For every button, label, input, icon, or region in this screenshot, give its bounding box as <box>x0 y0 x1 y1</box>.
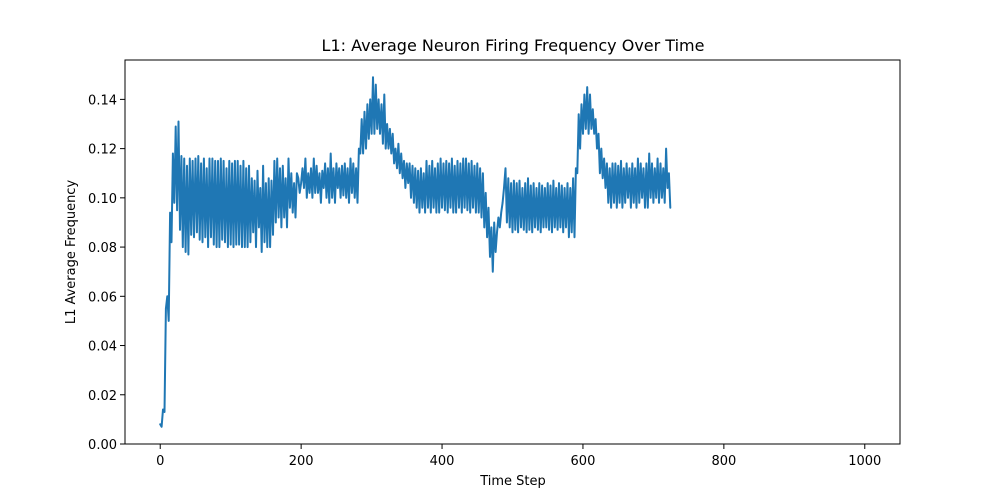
x-tick-label: 600 <box>571 454 596 469</box>
y-tick-label: 0.08 <box>88 241 117 256</box>
y-tick-label: 0.10 <box>88 192 117 207</box>
y-tick-label: 0.12 <box>88 143 117 158</box>
x-tick-label: 400 <box>430 454 455 469</box>
x-tick-label: 200 <box>289 454 314 469</box>
y-axis-title: L1 Average Frequency <box>64 180 79 325</box>
y-tick-label: 0.06 <box>88 290 117 305</box>
y-tick-label: 0.00 <box>88 438 117 453</box>
y-axis: 0.00 0.02 0.04 0.06 0.08 0.10 0.12 0.14 <box>88 93 125 453</box>
plot-frame <box>124 59 901 445</box>
plot-area <box>125 60 900 444</box>
x-axis-title: Time Step <box>479 474 546 489</box>
x-tick-label: 1000 <box>848 454 881 469</box>
y-tick-label: 0.02 <box>88 389 117 404</box>
y-tick-label: 0.04 <box>88 340 117 355</box>
y-tick-label: 0.14 <box>88 93 117 108</box>
x-tick-label: 800 <box>711 454 736 469</box>
chart-title: L1: Average Neuron Firing Frequency Over… <box>322 36 705 55</box>
x-tick-label: 0 <box>156 454 164 469</box>
x-axis: 0 200 400 600 800 1000 <box>156 444 881 469</box>
series-line <box>159 76 672 428</box>
